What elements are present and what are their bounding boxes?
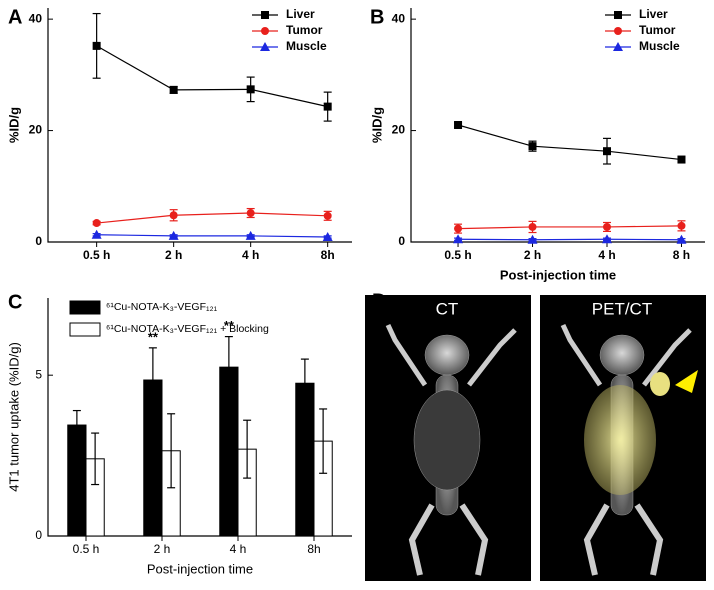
legend-label: Tumor: [286, 23, 323, 37]
legend-label: Liver: [286, 7, 315, 21]
marker: [528, 142, 537, 151]
y-tick-label: 40: [392, 11, 406, 25]
panel-label: C: [8, 291, 22, 313]
legend-swatch: [69, 322, 101, 337]
marker: [613, 42, 623, 51]
x-tick-label: 2 h: [524, 248, 541, 262]
x-tick-label: 2 h: [165, 248, 182, 262]
x-tick-label: 4 h: [230, 542, 247, 556]
x-tick-label: 2 h: [154, 542, 171, 556]
legend-label: ⁶¹Cu-NOTA-K₃-VEGF₁₂₁ + Blocking: [106, 323, 269, 335]
x-tick-label: 4 h: [598, 248, 615, 262]
x-tick-label: 0.5 h: [73, 542, 100, 556]
marker: [676, 234, 687, 244]
panel: C 4T1 tumor uptake (%ID/g) Post-injection …: [6, 291, 352, 576]
marker: [91, 229, 102, 239]
y-tick-label: 20: [392, 123, 406, 137]
legend-swatch: [69, 300, 101, 315]
error-bar: [91, 432, 100, 486]
marker: [528, 222, 537, 231]
marker: [614, 11, 622, 19]
annotation: **: [148, 329, 159, 344]
marker: [323, 211, 332, 220]
marker: [454, 121, 463, 129]
error-bar: [319, 408, 328, 474]
y-axis-label: 4T1 tumor uptake (%ID/g): [6, 342, 21, 492]
line: [457, 124, 682, 161]
marker: [602, 234, 612, 244]
image-title: PET/CT: [592, 299, 652, 318]
legend-label: Liver: [639, 7, 668, 21]
y-tick-label: 0: [398, 234, 405, 248]
marker: [168, 230, 179, 240]
marker: [614, 27, 622, 35]
marker: [246, 85, 255, 94]
x-tick-label: 0.5 h: [444, 248, 471, 262]
legend-label: ⁶¹Cu-NOTA-K₃-VEGF₁₂₁: [106, 301, 218, 313]
y-tick-label: 40: [29, 11, 43, 25]
bar: [67, 424, 87, 537]
x-tick-label: 4 h: [242, 248, 259, 262]
line: [458, 225, 682, 230]
marker: [169, 211, 178, 220]
legend-label: Muscle: [639, 39, 680, 53]
marker: [245, 230, 256, 240]
y-tick-label: 0: [35, 234, 42, 248]
marker: [454, 224, 463, 233]
y-tick-label: 20: [29, 123, 43, 137]
line: [96, 234, 328, 238]
marker: [92, 41, 101, 50]
panel-label: A: [8, 6, 22, 28]
error-bar: [300, 358, 309, 408]
ct-image: CT: [365, 295, 531, 581]
y-axis-label: %ID/g: [369, 107, 384, 143]
marker: [527, 234, 538, 244]
marker: [603, 222, 611, 231]
y-tick-label: 0: [35, 528, 42, 542]
line: [458, 238, 682, 241]
error-bar: [243, 419, 252, 479]
petct-image: PET/CT: [540, 295, 706, 581]
marker: [323, 102, 332, 111]
x-tick-label: 8 h: [673, 248, 690, 262]
image-title: CT: [436, 299, 459, 318]
marker: [603, 147, 611, 156]
annotation: **: [224, 318, 235, 333]
error-bar: [72, 409, 81, 441]
marker: [677, 155, 686, 164]
x-axis-label: Post-injection time: [500, 267, 616, 282]
marker: [92, 219, 101, 228]
error-bar: [148, 347, 157, 413]
x-axis-label: Post-injection time: [147, 561, 253, 576]
marker: [677, 221, 686, 230]
x-tick-label: 0.5 h: [83, 248, 110, 262]
marker: [261, 27, 269, 35]
panel: A %ID/g 0 20 40 0.5 h 2 h 4 h 8h Liver Tumor Muscle: [6, 6, 352, 262]
line: [96, 212, 328, 224]
panel-label: B: [370, 6, 384, 28]
panel: B %ID/g Post-injection time 0 20 40 0.5 h 2 h 4 …: [369, 6, 705, 282]
legend-label: Tumor: [639, 23, 676, 37]
error-bar: [224, 335, 233, 399]
marker: [260, 42, 270, 51]
x-tick-label: 8h: [321, 248, 335, 262]
line: [96, 45, 328, 108]
marker: [453, 234, 464, 244]
legend-label: Muscle: [286, 39, 327, 53]
y-tick-label: 5: [35, 367, 42, 381]
y-axis-label: %ID/g: [6, 107, 21, 143]
marker: [169, 85, 178, 94]
marker: [246, 209, 255, 218]
marker: [261, 11, 269, 19]
error-bar: [167, 413, 176, 489]
marker: [322, 231, 333, 241]
x-tick-label: 8h: [307, 542, 320, 556]
